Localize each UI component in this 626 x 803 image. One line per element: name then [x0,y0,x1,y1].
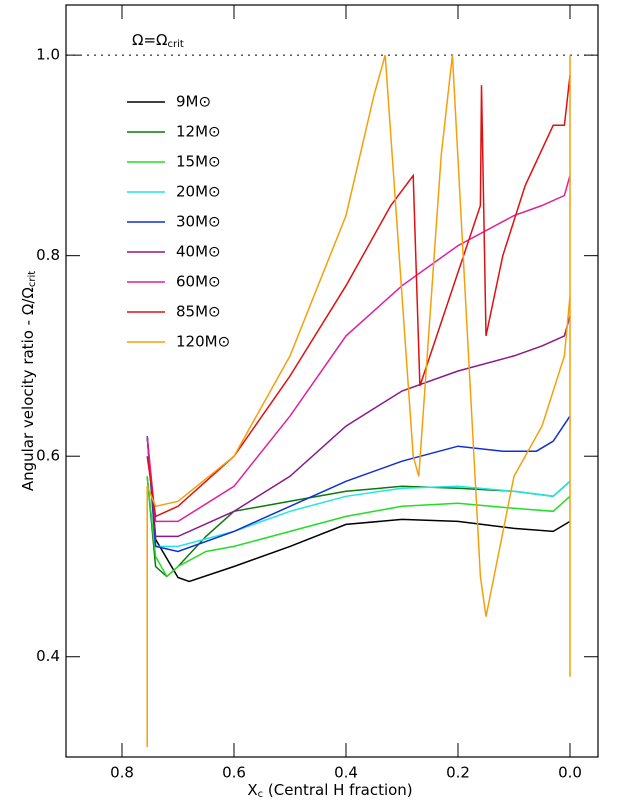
annotation-sub: crit [168,39,184,50]
plot-frame [65,4,599,758]
series-line [146,436,571,548]
series-line [146,54,571,747]
y-tick-label: 0.4 [36,647,60,665]
series-line [146,175,571,523]
legend-label: 40M⊙ [176,243,221,261]
legend-label: 12M⊙ [176,123,221,141]
legend-label: 20M⊙ [176,183,221,201]
annotation: Ω=Ωcrit [132,31,184,51]
x-label-sub: c [258,789,264,800]
x-axis-label: Xc (Central H fraction) [247,781,412,801]
x-label-text: X [247,781,257,799]
legend-label: 9M⊙ [176,93,211,111]
y-tick-label: 0.6 [36,447,60,465]
series-line [146,476,571,578]
legend-label: 120M⊙ [176,333,230,351]
series-line [146,415,571,553]
x-label-rest: (Central H fraction) [263,781,413,799]
y-tick-label: 1.0 [36,46,60,64]
y-tick-label: 0.8 [36,246,60,264]
legend-label: 15M⊙ [176,153,221,171]
annotation-text: Ω=Ω [132,31,168,49]
x-tick-label: 0.0 [558,764,582,782]
series-line [146,75,571,518]
y-label-text: Angular velocity ratio - Ω/Ω [19,287,37,491]
legend-label: 85M⊙ [176,303,221,321]
x-tick-label: 0.2 [446,764,470,782]
x-tick-label: 0.6 [222,764,246,782]
y-axis-label: Angular velocity ratio - Ω/Ωcrit [19,271,39,491]
x-tick-label: 0.8 [110,764,134,782]
series-line [146,436,571,583]
series-line [146,315,571,538]
x-tick-label: 0.4 [334,764,358,782]
y-label-sub: crit [27,271,38,287]
legend-label: 30M⊙ [176,213,221,231]
legend-label: 60M⊙ [176,273,221,291]
